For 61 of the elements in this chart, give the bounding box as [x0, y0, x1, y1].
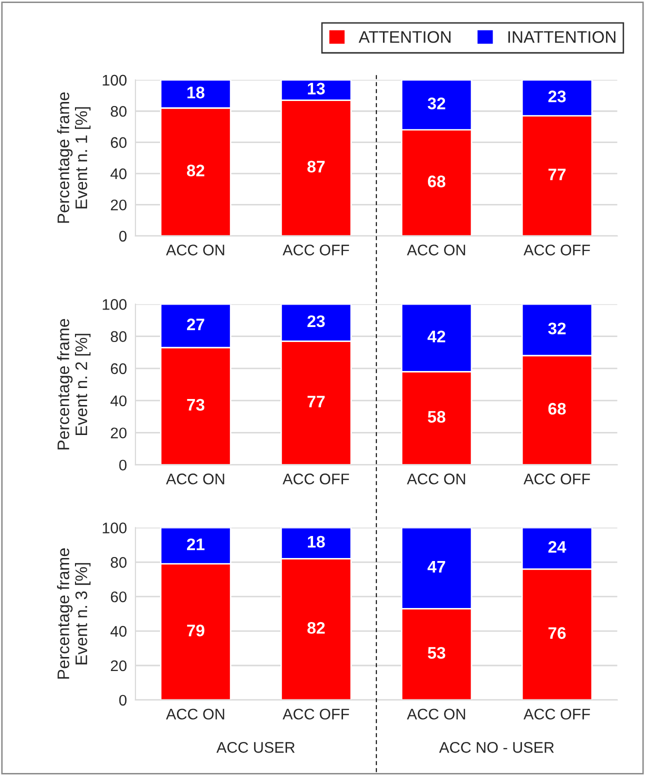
y-tick-label: 40	[110, 395, 127, 406]
text: ACC USER	[216, 742, 295, 753]
y-tick-label: 60	[110, 363, 127, 374]
data-label: 18	[308, 536, 325, 548]
data-label: 18	[187, 86, 204, 98]
y-tick-label: 100	[102, 74, 127, 86]
x-tick-label: ACC ON	[406, 244, 466, 256]
data-label: 82	[307, 622, 325, 634]
y-tick-label: 100	[102, 522, 127, 534]
y-tick-label: 20	[110, 660, 127, 672]
data-label: 32	[428, 98, 446, 110]
data-label: 13	[308, 82, 325, 95]
y-tick-label: 0	[119, 694, 127, 706]
data-label: 73	[187, 398, 204, 411]
data-label: 77	[308, 396, 325, 408]
data-label: 68	[428, 176, 446, 188]
data-label: 76	[548, 627, 566, 639]
y-tick-label: 100	[102, 299, 127, 310]
x-tick-label: ACC ON	[166, 244, 224, 256]
y-tick-label: 80	[110, 557, 127, 568]
x-tick-label: ACC OFF	[524, 244, 590, 256]
x-tick-label: ACC ON	[166, 708, 224, 720]
x-tick-label: ACC ON	[166, 474, 224, 484]
y-axis-title: Percentage frame Event n. 3 [%]	[57, 548, 91, 679]
x-tick-label: ACC OFF	[524, 474, 590, 484]
data-label: 32	[548, 322, 566, 334]
data-label: 53	[428, 646, 446, 659]
x-tick-label: ACC OFF	[282, 708, 350, 720]
text: ACC NO - USER	[439, 742, 554, 753]
y-tick-label: 60	[110, 591, 127, 602]
x-tick-label: ACC OFF	[282, 474, 350, 484]
x-tick-label: ACC OFF	[524, 708, 590, 720]
y-axis-title: Percentage frame Event n. 1 [%]	[57, 92, 91, 223]
legend-label: INATTENTION	[508, 31, 616, 43]
y-tick-label: 0	[119, 230, 127, 242]
data-label: 23	[548, 90, 566, 102]
data-label: 79	[187, 624, 204, 636]
data-label: 27	[186, 318, 204, 330]
x-tick-label: ACC ON	[406, 474, 466, 484]
data-label: 47	[428, 561, 446, 572]
data-label: 82	[186, 164, 204, 176]
y-tick-label: 20	[110, 200, 127, 210]
data-label: 87	[307, 160, 325, 173]
data-label: 24	[548, 541, 566, 553]
y-tick-label: 40	[110, 626, 127, 637]
y-tick-label: 40	[110, 168, 127, 180]
x-tick-label: ACC ON	[406, 708, 466, 720]
y-tick-label: 20	[110, 428, 127, 438]
data-label: 21	[186, 538, 204, 550]
y-tick-label: 60	[110, 137, 127, 148]
y-tick-label: 80	[110, 106, 127, 117]
data-label: 23	[307, 315, 325, 328]
y-axis-title: Percentage frame Event n. 2 [%]	[57, 319, 91, 450]
data-label: 42	[428, 330, 446, 342]
legend-label: ATTENTION	[358, 31, 450, 43]
x-tick-label: ACC OFF	[282, 244, 350, 256]
y-tick-label: 0	[119, 460, 127, 471]
data-label: 77	[548, 168, 566, 180]
data-label: 68	[548, 402, 566, 415]
data-label: 58	[428, 410, 446, 423]
y-tick-label: 80	[110, 331, 127, 342]
